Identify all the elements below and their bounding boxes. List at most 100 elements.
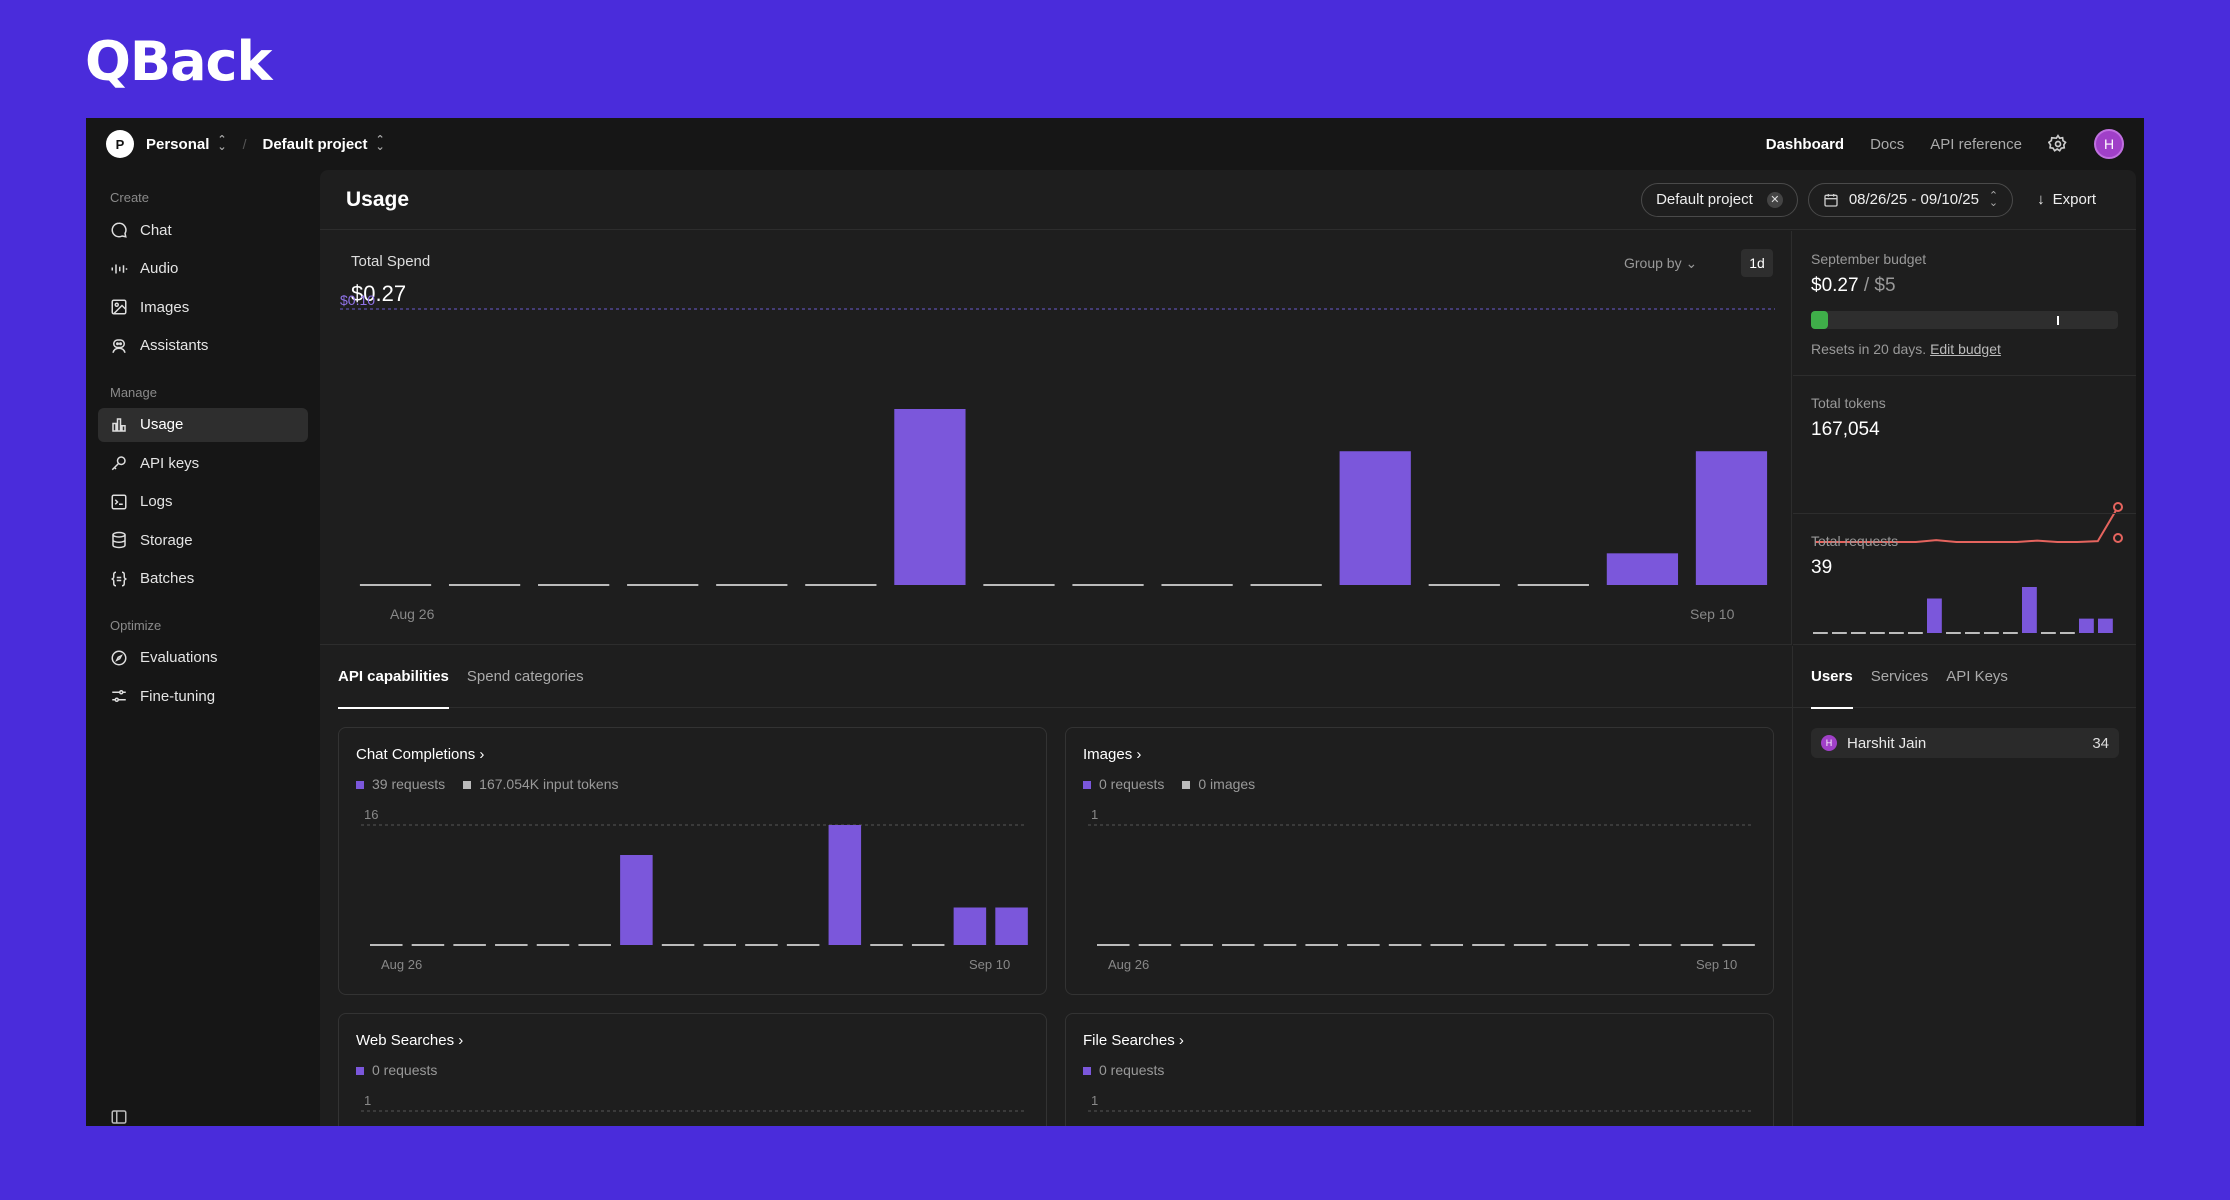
main-header: Usage Default project ✕ 08/26/25 - 09/10… xyxy=(320,170,2136,230)
bar xyxy=(786,944,820,946)
sidebar-item-fine-tuning[interactable]: Fine-tuning xyxy=(98,679,308,713)
sidebar-item-assistants[interactable]: Assistants xyxy=(98,329,308,363)
bar xyxy=(1870,632,1885,634)
chevron-updown-icon: ⌃ ⌄ xyxy=(217,134,227,153)
user-row[interactable]: H Harshit Jain 34 xyxy=(1811,728,2119,758)
bar xyxy=(995,907,1028,945)
sidebar-item-label: Evaluations xyxy=(140,649,218,666)
tab-users[interactable]: Users xyxy=(1811,646,1853,709)
budget-resets: Resets in 20 days. Edit budget xyxy=(1811,341,2118,357)
bar xyxy=(1851,632,1866,634)
bar xyxy=(1097,944,1130,946)
project-filter[interactable]: Default project ✕ xyxy=(1641,182,1798,217)
bar xyxy=(1722,944,1755,946)
requests-value: 39 xyxy=(1811,557,1833,578)
nav-api-reference[interactable]: API reference xyxy=(1930,135,2022,153)
sidebar-item-images[interactable]: Images xyxy=(98,290,308,324)
sidebar-section-optimize: Optimize xyxy=(110,617,162,633)
legend-requests: 0 requests xyxy=(1083,776,1164,792)
sidebar-item-batches[interactable]: Batches xyxy=(98,562,308,596)
org-switcher[interactable]: Personal ⌃ ⌄ xyxy=(146,134,227,153)
export-button[interactable]: ↓ Export xyxy=(2023,191,2110,208)
braces-icon xyxy=(111,571,127,586)
card-title[interactable]: Web Searches › xyxy=(356,1032,464,1049)
tokens-label: Total tokens xyxy=(1811,395,1886,411)
card-title[interactable]: Chat Completions › xyxy=(356,746,485,763)
sidebar-item-api-keys[interactable]: API keys xyxy=(98,446,308,480)
period-button[interactable]: 1d xyxy=(1741,249,1773,277)
top-bar: P Personal ⌃ ⌄ / Default project ⌃ ⌄ Dashb… xyxy=(86,118,2144,170)
tab-spend-categories[interactable]: Spend categories xyxy=(466,668,584,685)
gear-icon[interactable] xyxy=(2048,134,2068,154)
sliders-icon xyxy=(112,690,126,702)
tab-api-capabilities[interactable]: API capabilities xyxy=(338,646,449,709)
card-file-searches[interactable]: File Searches › 0 requests 1 xyxy=(1065,1013,1774,1126)
tab-api-keys[interactable]: API Keys xyxy=(1946,668,2008,685)
nav-dashboard[interactable]: Dashboard xyxy=(1765,135,1845,153)
card-web-searches[interactable]: Web Searches › 0 requests 1 xyxy=(338,1013,1047,1126)
budget-resets-text: Resets in 20 days. xyxy=(1811,341,1927,357)
total-spend-chart: $0.10 Aug 26 Sep 10 xyxy=(340,292,1775,622)
chevron-updown-icon: ⌃ ⌄ xyxy=(375,134,385,153)
bar xyxy=(1517,584,1589,586)
requests-sparkline xyxy=(1813,587,2113,634)
project-filter-label: Default project xyxy=(1656,191,1753,208)
legend-images: 0 images xyxy=(1182,776,1255,792)
date-range-picker[interactable]: 08/26/25 - 09/10/25 ⌃ ⌄ xyxy=(1807,182,2014,217)
tab-services[interactable]: Services xyxy=(1870,668,1929,685)
bar xyxy=(1138,944,1172,946)
bar xyxy=(1222,944,1255,946)
bar xyxy=(1606,553,1679,585)
sidebar-item-chat[interactable]: Chat xyxy=(98,213,308,247)
sidebar-item-audio[interactable]: Audio xyxy=(98,252,308,286)
y-max-label: 1 xyxy=(1091,807,1098,822)
card-images[interactable]: Images › 0 requests 0 images 1 Aug 26 Sep … xyxy=(1065,727,1774,995)
compass-icon xyxy=(111,650,127,665)
arrow-down-icon: ↓ xyxy=(2037,191,2045,208)
breakdown-tabs: Users Services API Keys xyxy=(1793,646,2136,709)
x-tick-label: Aug 26 xyxy=(381,957,422,972)
export-label: Export xyxy=(2052,191,2096,208)
sidebar-item-label: Batches xyxy=(140,570,195,587)
bar xyxy=(627,584,699,586)
sidebar-item-logs[interactable]: Logs xyxy=(98,485,308,519)
org-avatar[interactable]: P xyxy=(106,130,134,158)
chat-bubble-icon xyxy=(111,222,127,238)
sidebar-item-usage[interactable]: Usage xyxy=(98,407,308,442)
bar xyxy=(2041,632,2056,634)
close-icon[interactable]: ✕ xyxy=(1766,191,1783,208)
user-avatar[interactable]: H xyxy=(2094,129,2124,159)
sidebar-item-label: Images xyxy=(140,298,190,316)
x-tick-label: Sep 10 xyxy=(969,957,1010,972)
tokens-value: 167,054 xyxy=(1811,419,1880,440)
sidebar-item-evaluations[interactable]: Evaluations xyxy=(98,641,308,675)
card-title[interactable]: Images › xyxy=(1083,746,1142,763)
bar xyxy=(453,944,486,946)
card-chat-completions[interactable]: Chat Completions › 39 requests 167.054K … xyxy=(338,727,1047,995)
date-range-label: 08/26/25 - 09/10/25 xyxy=(1848,191,1979,208)
key-icon xyxy=(111,456,126,471)
bar xyxy=(1180,944,1213,946)
card-legend: 0 requests xyxy=(356,1062,437,1078)
legend-requests: 0 requests xyxy=(1083,1062,1164,1078)
group-by-dropdown[interactable]: Group by ⌄ xyxy=(1624,255,1697,272)
terminal-icon xyxy=(111,494,127,509)
sidebar-item-storage[interactable]: Storage xyxy=(98,523,308,557)
project-switcher[interactable]: Default project ⌃ ⌄ xyxy=(262,134,385,153)
edit-budget-link[interactable]: Edit budget xyxy=(1930,341,2001,357)
sidebar-item-label: API keys xyxy=(140,454,200,472)
bar xyxy=(2060,632,2075,634)
app-window: P Personal ⌃ ⌄ / Default project ⌃ ⌄ Dashb… xyxy=(86,118,2144,1126)
nav-docs[interactable]: Docs xyxy=(1870,135,1905,153)
bar xyxy=(1347,944,1380,946)
sidebar-item-label: Assistants xyxy=(140,337,209,354)
user-row-avatar: H xyxy=(1821,735,1837,751)
sidebar-toggle-icon[interactable] xyxy=(110,1108,128,1126)
bar xyxy=(578,944,611,946)
total-spend-panel: Total Spend $0.27 Group by ⌄ 1d $0.10 Aug… xyxy=(320,231,1792,645)
sidebar-item-label: Audio xyxy=(140,260,179,277)
database-icon xyxy=(112,531,126,549)
budget-separator: / xyxy=(1863,275,1870,296)
card-title[interactable]: File Searches › xyxy=(1083,1032,1184,1049)
assistant-icon xyxy=(112,338,126,353)
